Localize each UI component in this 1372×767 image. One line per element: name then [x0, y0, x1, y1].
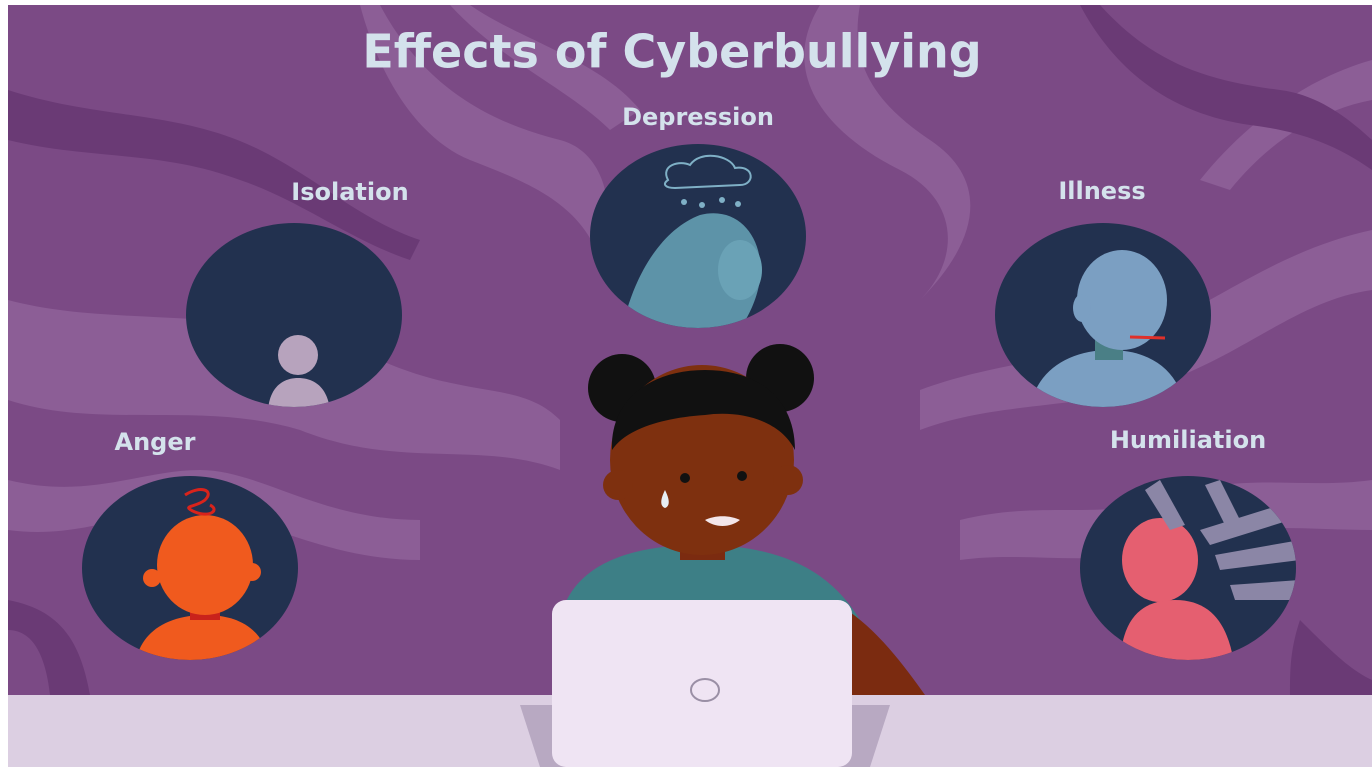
humiliation-circle	[1080, 476, 1296, 660]
laptop	[552, 600, 852, 767]
depression-circle	[590, 144, 806, 328]
effect-label: Depression	[622, 103, 774, 131]
laptop-logo	[690, 678, 720, 702]
effect-label: Humiliation	[1110, 426, 1266, 454]
title: Effects of Cyberbullying	[362, 25, 981, 79]
illness-circle	[995, 223, 1211, 407]
effect-label: Illness	[1058, 177, 1145, 205]
isolation-circle	[186, 223, 402, 407]
background-waves-dark	[8, 5, 1372, 695]
effect-label: Isolation	[291, 178, 408, 206]
anger-circle	[82, 476, 298, 660]
effect-label: Anger	[115, 428, 196, 456]
